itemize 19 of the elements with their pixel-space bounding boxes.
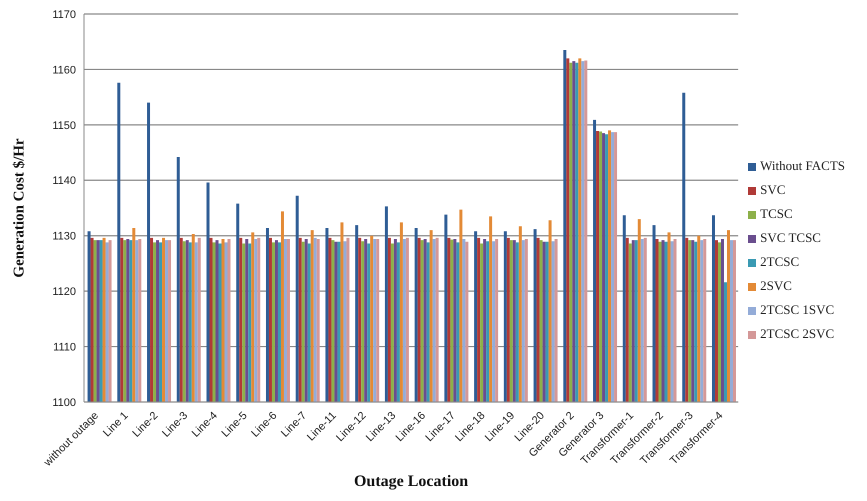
y-tick-label: 1160 [52, 64, 76, 76]
legend-label: 2TCSC [760, 254, 800, 269]
legend-label: SVC [760, 182, 786, 197]
x-axis-title: Outage Location [354, 473, 468, 490]
y-tick-label: 1170 [52, 8, 76, 21]
legend-label: TCSC [760, 206, 793, 221]
legend-label: 2SVC [760, 278, 792, 293]
x-tick-label: Line 1 [101, 410, 131, 440]
y-axis-title: Generation Cost $/Hr [11, 138, 28, 278]
y-tick-label: 1100 [52, 396, 76, 409]
legend-label: 2TCSC 2SVC [760, 326, 834, 341]
legend-label: 2TCSC 1SVC [760, 302, 834, 317]
y-tick-label: 1150 [52, 120, 76, 132]
y-tick-label: 1110 [53, 341, 76, 354]
y-tick-label: 1140 [52, 175, 76, 188]
y-tick-label: 1120 [52, 286, 76, 298]
legend-label: Without FACTS [760, 158, 845, 173]
legend-label: SVC TCSC [760, 230, 821, 245]
y-tick-label: 1130 [52, 230, 76, 243]
